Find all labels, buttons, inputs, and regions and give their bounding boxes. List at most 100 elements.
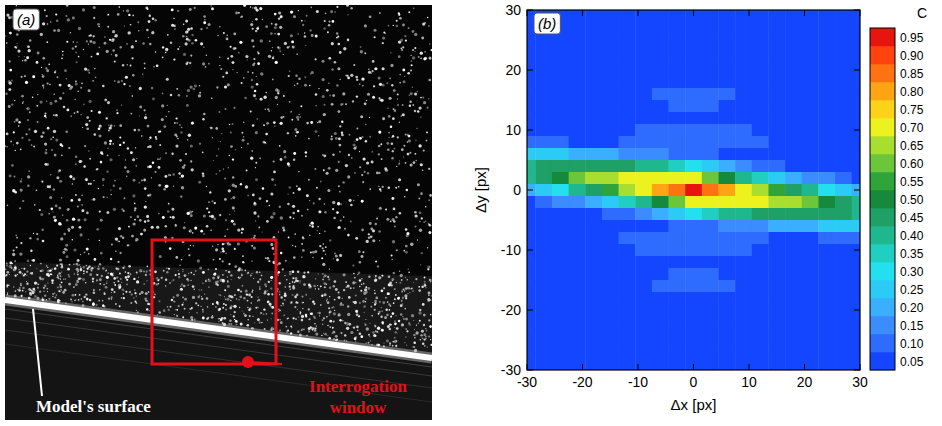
particle <box>54 154 57 157</box>
particle <box>323 104 325 106</box>
particle <box>232 176 234 178</box>
particle <box>202 172 204 174</box>
particle <box>422 23 425 26</box>
particle <box>15 290 17 292</box>
particle <box>222 250 225 253</box>
particle <box>360 335 363 338</box>
particle <box>302 237 304 239</box>
particle <box>382 301 385 304</box>
particle <box>241 132 243 134</box>
particle <box>420 57 422 59</box>
particle <box>386 314 388 316</box>
particle <box>257 51 259 53</box>
particle <box>282 227 285 230</box>
particle <box>380 190 382 192</box>
particle <box>394 226 396 228</box>
particle <box>407 72 410 75</box>
particle <box>163 125 166 128</box>
particle <box>298 316 299 317</box>
particle <box>347 14 348 15</box>
particle <box>47 291 48 292</box>
particle <box>420 97 422 99</box>
particle <box>420 116 421 117</box>
particle <box>202 317 205 320</box>
particle <box>398 186 400 188</box>
particle <box>259 288 261 290</box>
particle <box>67 228 70 231</box>
particle <box>119 144 121 146</box>
particle <box>161 104 164 107</box>
particle <box>374 67 377 70</box>
particle <box>318 135 319 136</box>
particle <box>91 199 92 200</box>
particle <box>229 214 231 216</box>
particle <box>407 153 408 154</box>
particle <box>336 211 339 214</box>
particle <box>190 86 193 89</box>
particle <box>401 48 403 50</box>
particle <box>98 46 100 48</box>
particle <box>175 256 178 259</box>
particle <box>206 186 207 187</box>
particle <box>229 155 230 156</box>
particle <box>49 196 52 199</box>
particle <box>155 51 156 52</box>
particle <box>328 82 330 84</box>
particle <box>158 184 161 187</box>
particle <box>202 283 203 284</box>
particle <box>238 269 241 272</box>
particle <box>366 100 368 102</box>
particle <box>374 279 377 282</box>
particle <box>97 268 100 271</box>
particle <box>167 105 168 106</box>
particle <box>424 277 426 279</box>
particle <box>14 46 16 48</box>
particle <box>240 183 242 185</box>
particle <box>255 18 258 21</box>
particle <box>388 25 390 27</box>
particle <box>390 220 392 222</box>
particle <box>403 156 404 157</box>
particle <box>195 39 198 42</box>
particle <box>49 102 52 105</box>
particle <box>77 205 79 207</box>
particle <box>137 215 140 218</box>
particle <box>384 167 387 170</box>
particle <box>393 208 396 211</box>
particle <box>24 56 25 57</box>
particle <box>192 232 194 234</box>
particle <box>93 198 96 201</box>
particle <box>362 251 364 253</box>
particle <box>263 141 266 144</box>
particle <box>353 64 355 66</box>
particle <box>424 57 427 60</box>
particle <box>335 254 338 257</box>
particle <box>107 272 109 274</box>
particle <box>20 180 22 182</box>
particle <box>21 178 22 179</box>
particle <box>175 145 178 148</box>
particle <box>187 28 190 31</box>
particle <box>53 216 56 219</box>
particle <box>66 41 68 43</box>
particle <box>158 166 161 169</box>
particle <box>312 251 315 254</box>
particle <box>328 24 331 27</box>
particle <box>401 300 403 302</box>
particle <box>65 130 68 133</box>
particle <box>326 316 328 318</box>
particle <box>345 281 347 283</box>
particle <box>306 15 308 17</box>
particle <box>359 166 361 168</box>
particle <box>315 58 317 60</box>
particle <box>407 293 409 295</box>
particle <box>58 207 61 210</box>
particle <box>225 270 226 271</box>
particle <box>206 55 207 56</box>
particle <box>128 31 131 34</box>
particle <box>378 131 381 134</box>
particle <box>225 309 227 311</box>
particle <box>289 70 291 72</box>
particle <box>246 169 248 171</box>
particle <box>403 80 406 83</box>
